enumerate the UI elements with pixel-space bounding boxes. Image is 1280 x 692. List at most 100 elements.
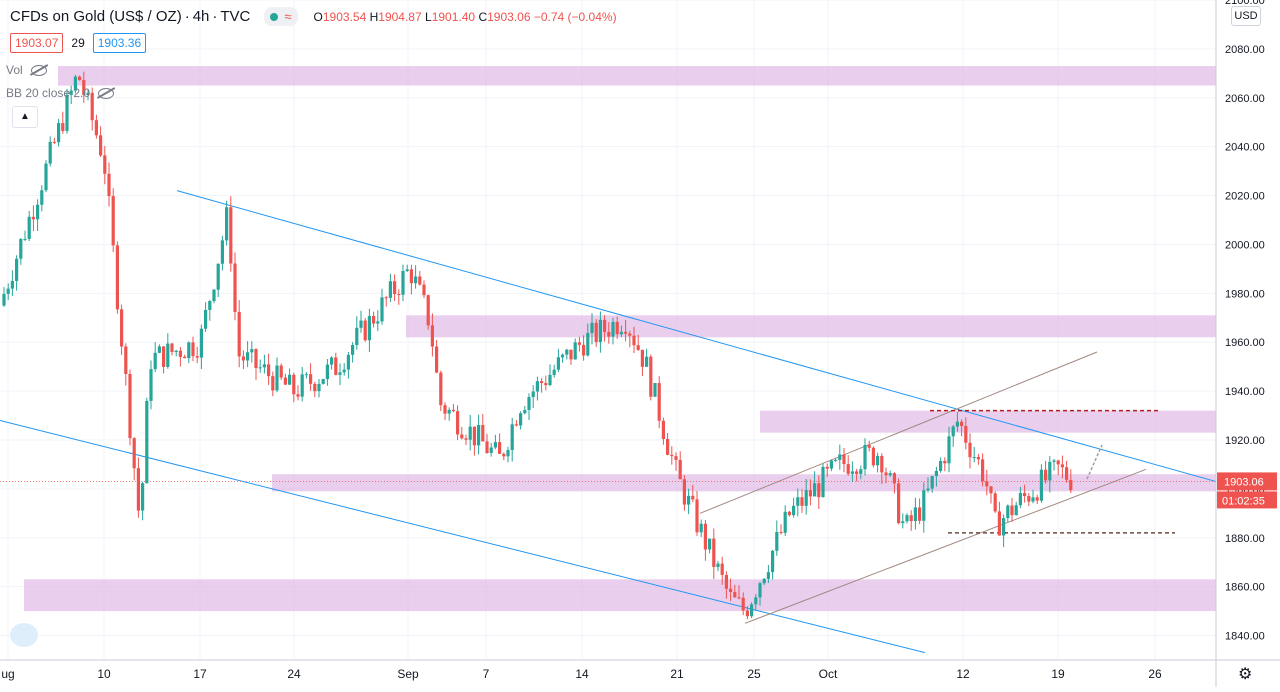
x-tick-label: 14 <box>575 667 589 681</box>
candle-body <box>342 369 346 373</box>
candle-body <box>52 141 56 143</box>
candle-body <box>544 383 548 386</box>
candle-body <box>968 442 972 458</box>
buy-price-button[interactable]: 1903.36 <box>92 33 147 53</box>
support-resistance-zone <box>760 410 1216 433</box>
candle-body <box>372 315 376 324</box>
candle-body <box>523 409 527 414</box>
candle-body <box>586 333 590 356</box>
candle-body <box>82 80 86 95</box>
candle-body <box>880 455 884 473</box>
candle-body <box>514 424 518 426</box>
candle-body <box>103 155 107 174</box>
candle-body <box>325 364 329 380</box>
high-label: H <box>369 9 379 24</box>
candle-body <box>611 321 615 337</box>
candle-body <box>922 490 926 521</box>
eye-hidden-icon[interactable] <box>98 87 115 99</box>
candle-body <box>905 515 909 522</box>
x-tick-label: 26 <box>1148 667 1162 681</box>
candle-body <box>493 442 497 448</box>
candle-body <box>351 344 355 355</box>
low-value: 1901.40 <box>431 9 476 24</box>
indicator-vol[interactable]: Vol <box>6 63 47 77</box>
candle-body <box>107 173 111 197</box>
candle-body <box>531 391 535 398</box>
candle-body <box>716 563 720 567</box>
candle-body <box>267 364 271 377</box>
candle-body <box>309 374 313 384</box>
collapse-legend-button[interactable]: ▲ <box>12 106 38 128</box>
candle-body <box>153 352 157 370</box>
x-tick-label: 12 <box>956 667 970 681</box>
candle-body <box>90 92 94 121</box>
tradingview-logo-icon[interactable] <box>10 623 38 647</box>
indicator-bb[interactable]: BB 20 close 2.0 <box>6 86 115 100</box>
candle-body <box>976 457 980 460</box>
candle-body <box>624 331 628 334</box>
candle-body <box>792 505 796 516</box>
candle-body <box>548 374 552 386</box>
candle-body <box>519 413 523 426</box>
candle-body <box>947 436 951 464</box>
candle-body <box>283 377 287 385</box>
candle-body <box>120 309 124 347</box>
trendlines <box>0 190 1217 654</box>
candle-body <box>636 345 640 350</box>
trendline-upper <box>176 190 1217 483</box>
candle-body <box>485 441 489 453</box>
y-tick-label: 1840.00 <box>1225 631 1265 643</box>
source-label: TVC <box>220 8 251 25</box>
candle-body <box>44 163 48 191</box>
candle-body <box>834 459 838 461</box>
candle-body <box>506 450 510 457</box>
candle-body <box>737 597 741 599</box>
candle-body <box>825 466 829 469</box>
sell-price-button[interactable]: 1903.07 <box>10 33 64 53</box>
x-tick-label: Sep <box>397 667 419 681</box>
indicator-label: BB 20 close 2.0 <box>6 86 91 100</box>
candle-body <box>447 409 451 414</box>
indicator-label: Vol <box>6 63 23 77</box>
gear-icon[interactable]: ⚙ <box>1238 666 1253 683</box>
candle-body <box>960 421 964 426</box>
candle-body <box>745 610 749 617</box>
candle-body <box>615 321 619 335</box>
candle-body <box>535 381 539 392</box>
x-tick-label: 10 <box>97 667 111 681</box>
currency-button[interactable]: USD <box>1231 6 1261 26</box>
candle-body <box>699 523 703 533</box>
candle-body <box>640 349 644 367</box>
candle-body <box>73 76 77 91</box>
candle-body <box>783 511 787 533</box>
candle-body <box>94 120 98 136</box>
symbol-title[interactable]: CFDs on Gold (US$ / OZ) <box>10 8 182 25</box>
candle-body <box>901 521 905 524</box>
status-indicator[interactable]: ≈ <box>264 7 298 26</box>
candle-body <box>888 473 892 476</box>
candle-body <box>1069 479 1073 491</box>
support-resistance-zone <box>406 315 1216 338</box>
spread-value: 29 <box>71 36 85 50</box>
candle-body <box>19 239 23 259</box>
candle-body <box>481 424 485 442</box>
candle-body <box>397 294 401 296</box>
candle-body <box>813 483 817 497</box>
interval-label[interactable]: 4h <box>192 8 210 25</box>
candle-body <box>149 369 153 401</box>
candle-body <box>199 328 203 358</box>
candle-body <box>330 357 334 365</box>
candle-body <box>317 383 321 392</box>
candle-body <box>36 204 40 220</box>
candle-body <box>939 460 943 471</box>
candle-body <box>867 445 871 448</box>
candle-body <box>632 335 636 346</box>
eye-hidden-icon[interactable] <box>30 64 47 76</box>
candle-body <box>401 271 405 295</box>
candle-body <box>1002 518 1006 536</box>
y-tick-label: 1880.00 <box>1225 533 1265 545</box>
candle-body <box>1014 505 1018 516</box>
candle-body <box>229 207 233 264</box>
